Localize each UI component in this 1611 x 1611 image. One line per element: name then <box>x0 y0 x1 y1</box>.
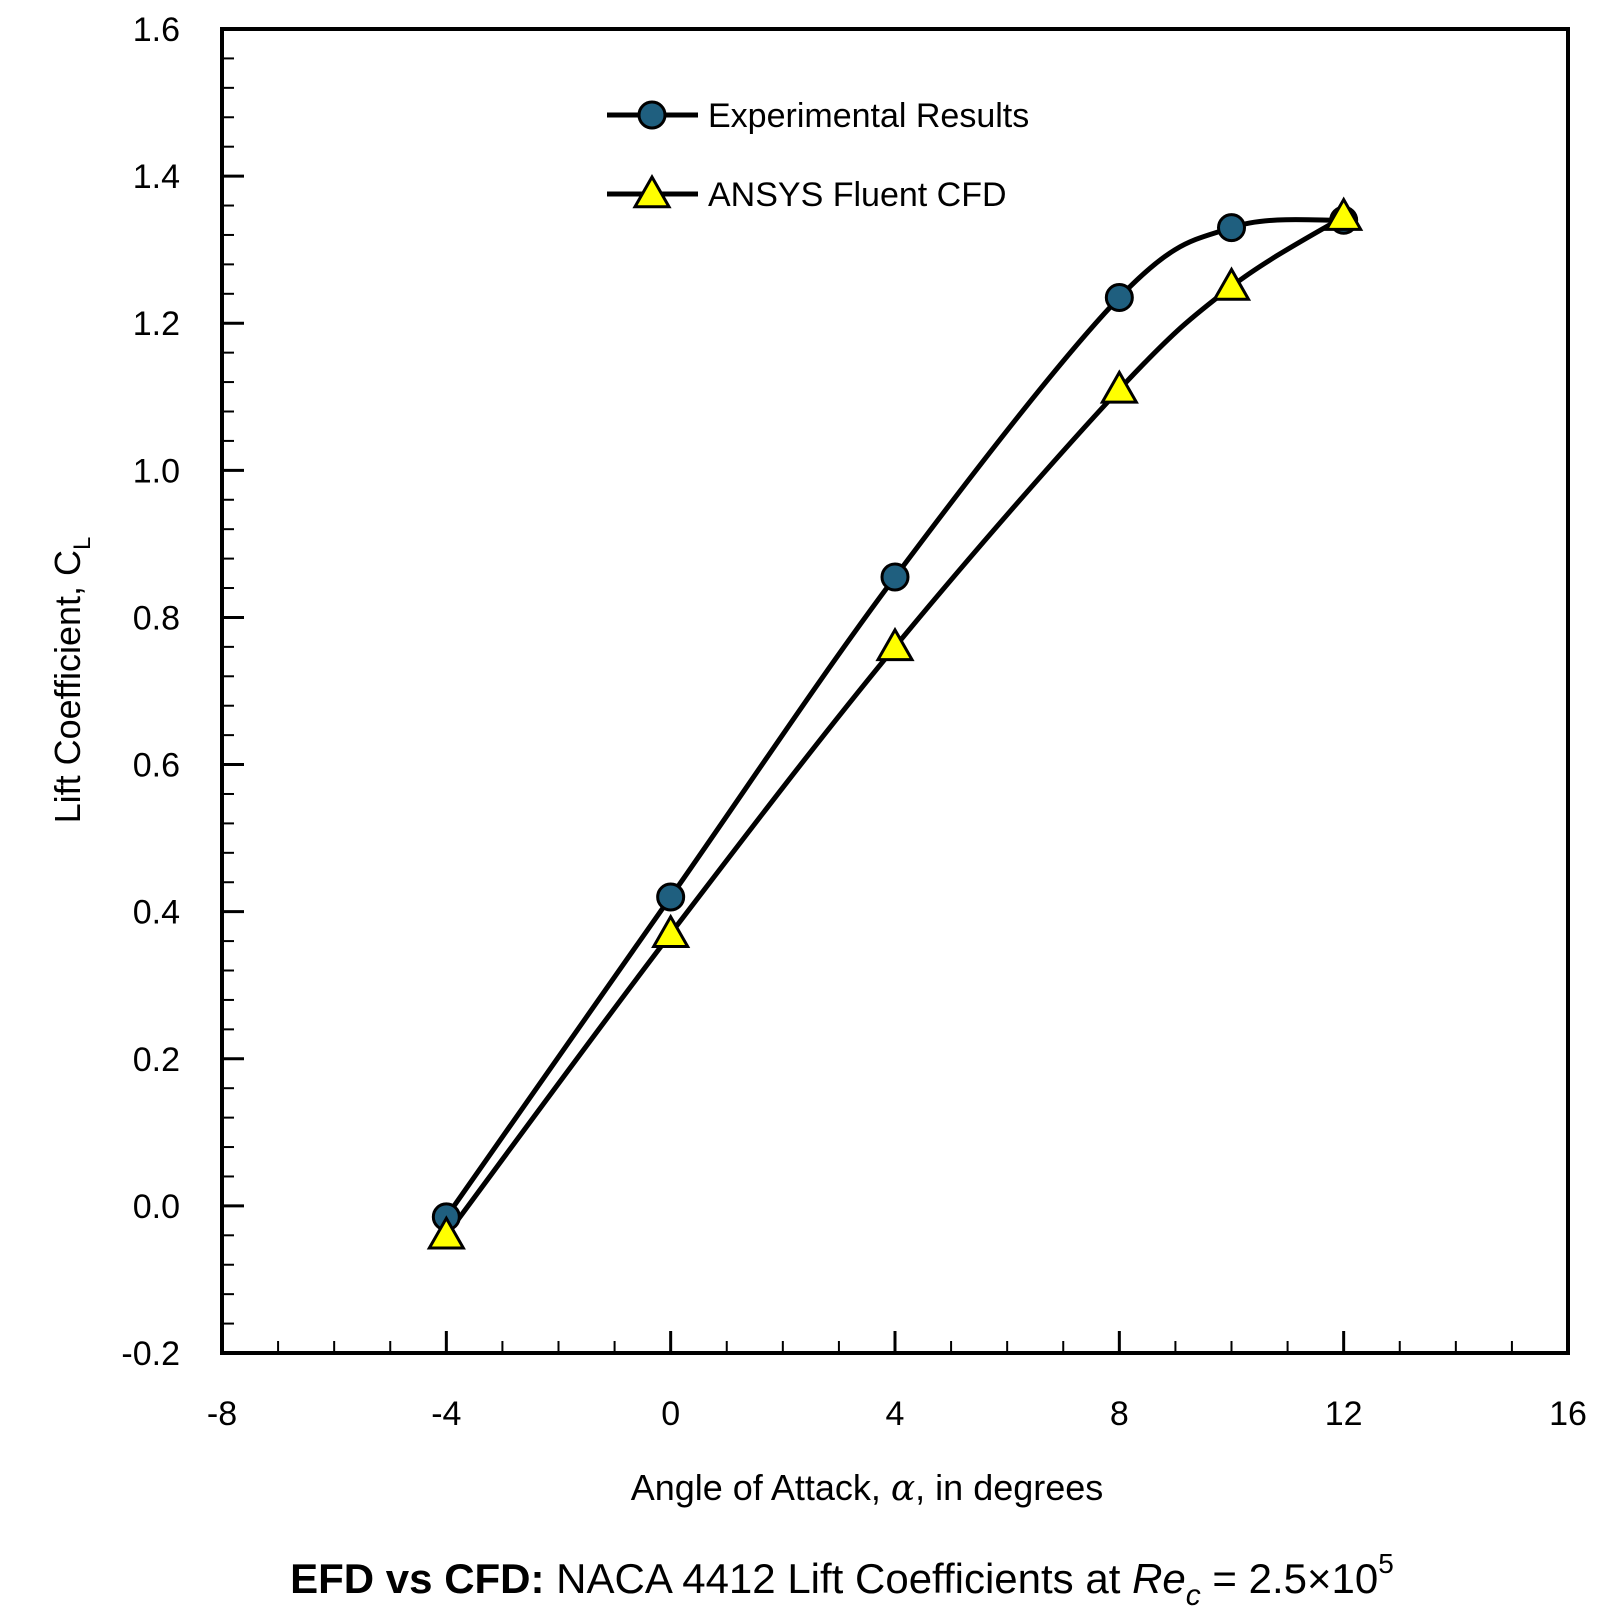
y-tick-label: 1.6 <box>133 11 180 49</box>
x-tick-label: 0 <box>661 1395 680 1433</box>
caption-re-sub: c <box>1186 1579 1201 1611</box>
y-tick-label: 0.2 <box>133 1041 180 1079</box>
y-tick-label: 1.2 <box>133 305 180 343</box>
plot-frame <box>220 27 1570 1355</box>
x-tick-label: 8 <box>1110 1395 1129 1433</box>
data-point-circle <box>1104 282 1134 312</box>
series-line-1 <box>443 217 1347 1220</box>
caption-bold: EFD vs CFD: <box>290 1555 544 1602</box>
figure-caption: EFD vs CFD: NACA 4412 Lift Coefficients … <box>290 1548 1394 1611</box>
legend-marker <box>637 100 667 130</box>
y-tick-label: 0.6 <box>133 747 180 785</box>
x-axis-label-symbol: α <box>891 1468 915 1509</box>
y-axis-label: Lift Coefficient, CL <box>47 537 96 824</box>
caption-re: Re <box>1132 1555 1186 1602</box>
data-point-triangle <box>426 1215 466 1250</box>
data-point-circle <box>1217 213 1246 243</box>
x-axis-label-post: , in degrees <box>915 1467 1103 1508</box>
caption-equals: = 2.5×10 <box>1201 1555 1379 1602</box>
caption-text: NACA 4412 Lift Coefficients at <box>545 1555 1133 1602</box>
data-point-triangle <box>1099 369 1139 404</box>
data-point-circle <box>880 562 910 592</box>
series-markers <box>426 196 1364 1250</box>
data-point-triangle <box>875 626 915 662</box>
x-tick-label: -8 <box>207 1395 237 1433</box>
y-tick-label: 0.0 <box>133 1188 180 1226</box>
x-tick-label: 12 <box>1325 1395 1363 1433</box>
y-axis-label-main: Lift Coefficient, C <box>47 550 88 823</box>
y-tick-label: 1.0 <box>133 452 180 490</box>
series-line-2 <box>443 214 1347 1238</box>
legend: Experimental Results ANSYS Fluent CFD <box>607 97 1029 214</box>
x-axis-label: Angle of Attack, α, in degrees <box>631 1467 1104 1509</box>
legend-marker <box>632 173 672 209</box>
x-tick-label: -4 <box>431 1395 461 1433</box>
y-tick-label: 0.8 <box>133 599 180 637</box>
legend-entry-label: Experimental Results <box>708 97 1029 135</box>
legend-entry-label: ANSYS Fluent CFD <box>708 176 1007 214</box>
y-axis-label-sub: L <box>69 537 96 550</box>
data-point-triangle <box>651 913 691 948</box>
y-tick-label: 0.4 <box>133 894 180 932</box>
data-point-triangle <box>1211 266 1252 301</box>
y-tick-label: -0.2 <box>121 1335 180 1373</box>
data-point-circle <box>656 882 686 912</box>
y-tick-label: 1.4 <box>133 158 180 196</box>
x-tick-label: 4 <box>886 1395 905 1433</box>
series-lines <box>443 214 1347 1238</box>
x-axis-label-pre: Angle of Attack, <box>631 1467 891 1508</box>
caption-exp: 5 <box>1378 1548 1394 1579</box>
data-point-triangle <box>1324 196 1364 231</box>
ticks-layer: -0.2 0.0 0.2 0.4 0.6 0.8 1.0 1.2 1.4 1.6 -8 -4 0 4 8 12… <box>121 11 1587 1433</box>
x-tick-label: 16 <box>1549 1395 1587 1433</box>
